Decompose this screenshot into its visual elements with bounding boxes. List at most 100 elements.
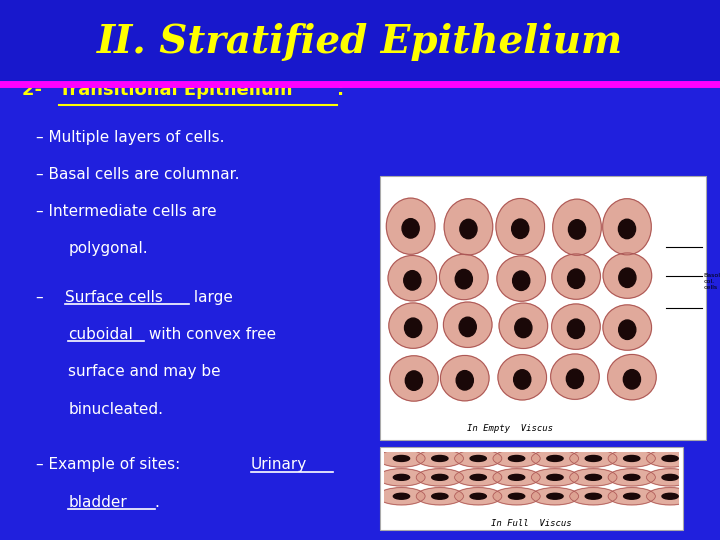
Text: – Basal cells are columnar.: – Basal cells are columnar.: [36, 167, 240, 182]
Text: Urinary: Urinary: [251, 457, 307, 472]
Ellipse shape: [624, 494, 640, 499]
Ellipse shape: [470, 474, 486, 481]
Ellipse shape: [444, 199, 492, 255]
Text: :: :: [337, 80, 344, 99]
Ellipse shape: [456, 370, 473, 390]
Ellipse shape: [470, 494, 486, 499]
FancyBboxPatch shape: [380, 447, 683, 530]
Text: II. Stratified Epithelium: II. Stratified Epithelium: [97, 23, 623, 61]
Ellipse shape: [567, 319, 585, 339]
Ellipse shape: [459, 317, 477, 336]
Ellipse shape: [460, 219, 477, 239]
Ellipse shape: [470, 455, 486, 461]
Ellipse shape: [493, 450, 540, 467]
Ellipse shape: [393, 474, 410, 481]
Text: Surface cells: Surface cells: [65, 290, 163, 305]
Ellipse shape: [624, 455, 640, 461]
Ellipse shape: [618, 320, 636, 340]
Ellipse shape: [567, 269, 585, 288]
Ellipse shape: [603, 199, 652, 255]
Text: surface and may be: surface and may be: [68, 364, 221, 379]
Ellipse shape: [567, 369, 583, 389]
Text: .: .: [155, 495, 160, 510]
Ellipse shape: [393, 494, 410, 499]
Ellipse shape: [647, 488, 694, 505]
Ellipse shape: [608, 469, 655, 486]
Ellipse shape: [404, 271, 421, 290]
Ellipse shape: [552, 254, 600, 299]
Ellipse shape: [378, 450, 425, 467]
Ellipse shape: [405, 371, 423, 390]
Ellipse shape: [531, 469, 579, 486]
Ellipse shape: [439, 254, 488, 300]
Ellipse shape: [553, 199, 601, 255]
Ellipse shape: [618, 268, 636, 287]
Ellipse shape: [570, 450, 617, 467]
Ellipse shape: [608, 354, 656, 400]
Ellipse shape: [389, 303, 438, 348]
Ellipse shape: [512, 219, 528, 239]
Ellipse shape: [416, 488, 464, 505]
Text: 2-: 2-: [22, 80, 48, 99]
Ellipse shape: [570, 488, 617, 505]
Ellipse shape: [547, 494, 563, 499]
Ellipse shape: [405, 318, 422, 338]
Ellipse shape: [608, 488, 655, 505]
Text: In Full  Viscus: In Full Viscus: [491, 519, 572, 528]
Text: with convex free: with convex free: [144, 327, 276, 342]
Ellipse shape: [531, 488, 579, 505]
Ellipse shape: [498, 355, 546, 400]
Ellipse shape: [402, 219, 419, 238]
FancyBboxPatch shape: [0, 0, 720, 84]
Ellipse shape: [508, 455, 525, 461]
Ellipse shape: [497, 256, 546, 301]
Text: Transitional Epithelium: Transitional Epithelium: [59, 80, 292, 99]
Ellipse shape: [547, 455, 563, 461]
Ellipse shape: [662, 474, 678, 481]
Ellipse shape: [608, 450, 655, 467]
Ellipse shape: [432, 455, 448, 461]
Text: – Intermediate cells are: – Intermediate cells are: [36, 204, 217, 219]
Ellipse shape: [569, 220, 585, 239]
Ellipse shape: [647, 450, 694, 467]
Ellipse shape: [585, 455, 601, 461]
Ellipse shape: [647, 469, 694, 486]
Text: binucleated.: binucleated.: [68, 402, 163, 416]
Ellipse shape: [444, 302, 492, 347]
Ellipse shape: [662, 494, 678, 499]
Ellipse shape: [493, 488, 540, 505]
Ellipse shape: [432, 474, 448, 481]
FancyBboxPatch shape: [380, 176, 706, 440]
Ellipse shape: [603, 305, 652, 350]
Ellipse shape: [662, 455, 678, 461]
Ellipse shape: [441, 355, 489, 401]
Ellipse shape: [393, 455, 410, 461]
Ellipse shape: [390, 356, 438, 401]
Ellipse shape: [496, 199, 544, 255]
Ellipse shape: [624, 474, 640, 481]
Ellipse shape: [432, 494, 448, 499]
Ellipse shape: [454, 450, 502, 467]
Ellipse shape: [624, 369, 641, 389]
Ellipse shape: [378, 488, 425, 505]
Text: polygonal.: polygonal.: [68, 241, 148, 256]
Ellipse shape: [508, 494, 525, 499]
Ellipse shape: [454, 488, 502, 505]
Ellipse shape: [531, 450, 579, 467]
Ellipse shape: [455, 269, 472, 289]
Ellipse shape: [585, 474, 601, 481]
Ellipse shape: [378, 469, 425, 486]
Ellipse shape: [499, 303, 548, 348]
Ellipse shape: [552, 304, 600, 349]
Ellipse shape: [547, 474, 563, 481]
Text: In Empty  Viscus: In Empty Viscus: [467, 424, 554, 433]
Text: – Example of sites:: – Example of sites:: [36, 457, 185, 472]
Ellipse shape: [388, 255, 436, 301]
Ellipse shape: [387, 198, 435, 254]
Ellipse shape: [585, 494, 601, 499]
Ellipse shape: [570, 469, 617, 486]
Ellipse shape: [416, 450, 464, 467]
Ellipse shape: [515, 318, 532, 338]
Ellipse shape: [551, 354, 599, 400]
Ellipse shape: [454, 469, 502, 486]
